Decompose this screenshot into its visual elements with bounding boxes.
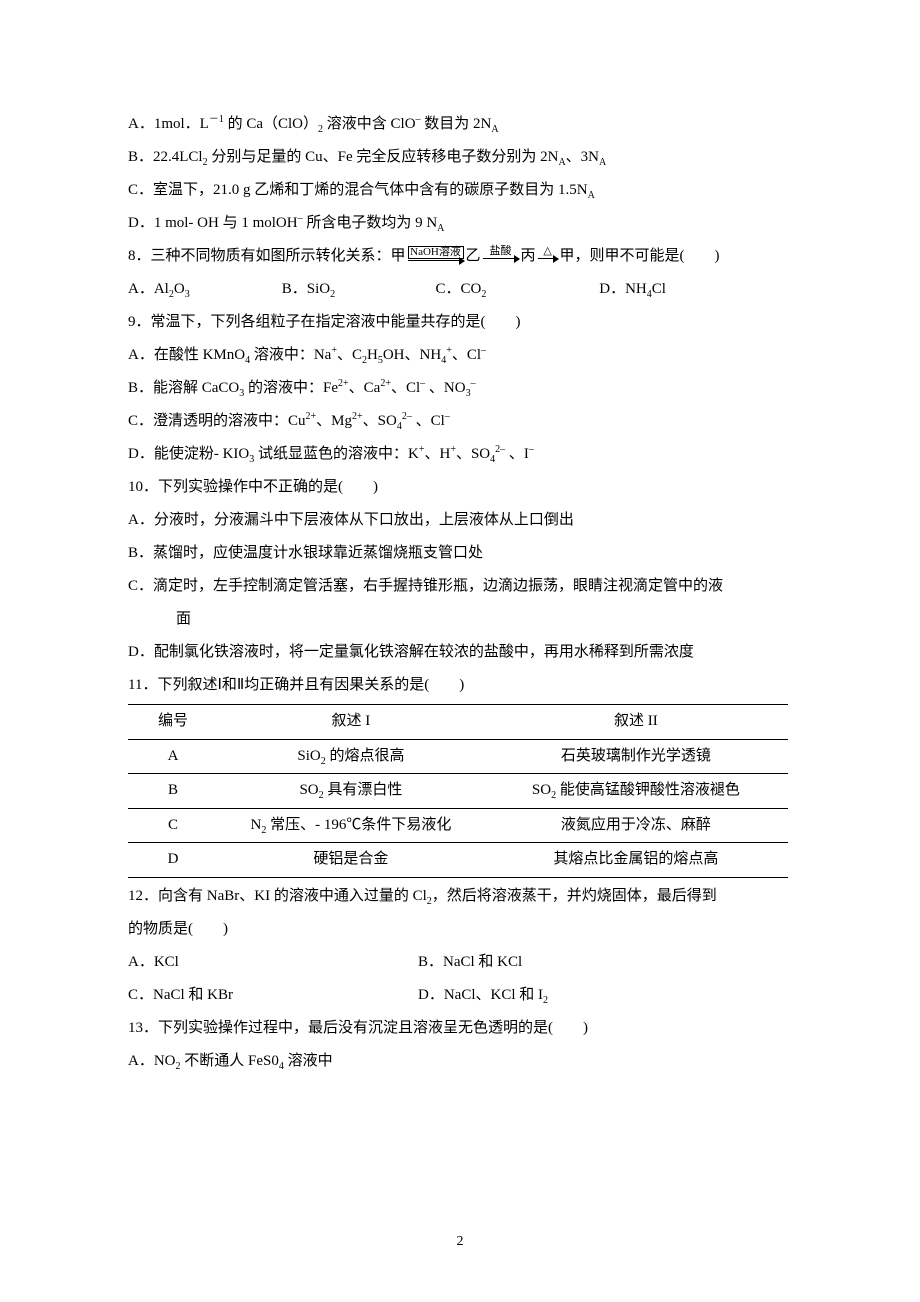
- table-row: A SiO2 的熔点很高 石英玻璃制作光学透镜: [128, 739, 788, 774]
- q13-option-a: A．NO2 不断通人 FeS04 溶液中: [128, 1045, 800, 1078]
- arrow-icon: 盐酸: [483, 246, 519, 268]
- arrow-icon: NaOH溶液: [408, 246, 464, 268]
- q12-stem-line2: 的物质是( ): [128, 913, 800, 946]
- q12-option-b: B．NaCl 和 KCl: [418, 946, 522, 979]
- q8-stem-pre: 8．三种不同物质有如图所示转化关系：甲: [128, 248, 406, 264]
- q8-option-a: A．Al2O3: [128, 273, 278, 306]
- cell: SO2 具有漂白性: [218, 774, 484, 809]
- table-row: B SO2 具有漂白性 SO2 能使高锰酸钾酸性溶液褪色: [128, 774, 788, 809]
- q8-options: A．Al2O3 B．SiO2 C．CO2 D．NH4Cl: [128, 273, 800, 306]
- q9-option-a: A．在酸性 KMnO4 溶液中：Na+、C2H5OH、NH4+、Cl–: [128, 339, 800, 372]
- q12-option-a: A．KCl: [128, 946, 418, 979]
- table-row: D 硬铝是合金 其熔点比金属铝的熔点高: [128, 843, 788, 878]
- q10-option-c-line2: 面: [128, 603, 800, 636]
- table-row: C N2 常压、‑ 196℃条件下易液化 液氮应用于冷冻、麻醉: [128, 808, 788, 843]
- q7-option-d: D．1 mol‑ OH 与 1 molOH– 所含电子数均为 9 NA: [128, 207, 800, 240]
- cell: 石英玻璃制作光学透镜: [484, 739, 788, 774]
- q8-option-b: B．SiO2: [282, 273, 432, 306]
- q12-option-d: D．NaCl、KCl 和 I2: [418, 979, 548, 1012]
- q10-option-a: A．分液时，分液漏斗中下层液体从下口放出，上层液体从上口倒出: [128, 504, 800, 537]
- q8-mid1: 乙: [466, 248, 481, 264]
- cell: A: [128, 739, 218, 774]
- q10-stem: 10．下列实验操作中不正确的是( ): [128, 471, 800, 504]
- q7-option-a: A．1mol．L－1 的 Ca（ClO）2 溶液中含 ClO– 数目为 2NA: [128, 108, 800, 141]
- q9-option-b: B．能溶解 CaCO3 的溶液中：Fe2+、Ca2+、Cl– 、NO3–: [128, 372, 800, 405]
- q10-option-b: B．蒸馏时，应使温度计水银球靠近蒸馏烧瓶支管口处: [128, 537, 800, 570]
- cell: D: [128, 843, 218, 878]
- q12-option-c: C．NaCl 和 KBr: [128, 979, 418, 1012]
- q10-option-d: D．配制氯化铁溶液时，将一定量氯化铁溶解在较浓的盐酸中，再用水稀释到所需浓度: [128, 636, 800, 669]
- q9-option-d: D．能使淀粉‑ KIO3 试纸显蓝色的溶液中：K+、H+、SO42– 、I–: [128, 438, 800, 471]
- q8-option-d: D．NH4Cl: [599, 273, 749, 306]
- cell: B: [128, 774, 218, 809]
- th-id: 编号: [128, 705, 218, 740]
- q11-stem: 11．下列叙述Ⅰ和Ⅱ均正确并且有因果关系的是( ): [128, 669, 800, 702]
- q8-option-c: C．CO2: [436, 273, 596, 306]
- q7-option-b: B．22.4LCl2 分别与足量的 Cu、Fe 完全反应转移电子数分别为 2NA…: [128, 141, 800, 174]
- q11-table: 编号 叙述 I 叙述 II A SiO2 的熔点很高 石英玻璃制作光学透镜 B …: [128, 704, 788, 878]
- q10-option-c-line1: C．滴定时，左手控制滴定管活塞，右手握持锥形瓶，边滴边振荡，眼睛注视滴定管中的液: [128, 570, 800, 603]
- q7-option-c: C．室温下，21.0 g 乙烯和丁烯的混合气体中含有的碳原子数目为 1.5NA: [128, 174, 800, 207]
- q9-stem: 9．常温下，下列各组粒子在指定溶液中能量共存的是( ): [128, 306, 800, 339]
- q8-stem-post: 甲，则甲不可能是( ): [560, 248, 720, 264]
- q9-option-c: C．澄清透明的溶液中：Cu2+、Mg2+、SO42– 、Cl–: [128, 405, 800, 438]
- cell: N2 常压、‑ 196℃条件下易液化: [218, 808, 484, 843]
- arrow-icon: △: [538, 246, 558, 268]
- cell: 液氮应用于冷冻、麻醉: [484, 808, 788, 843]
- cell: SO2 能使高锰酸钾酸性溶液褪色: [484, 774, 788, 809]
- cell: 其熔点比金属铝的熔点高: [484, 843, 788, 878]
- q13-stem: 13．下列实验操作过程中，最后没有沉淀且溶液呈无色透明的是( ): [128, 1012, 800, 1045]
- cell: C: [128, 808, 218, 843]
- th-stmt1: 叙述 I: [218, 705, 484, 740]
- q8-mid2: 丙: [521, 248, 536, 264]
- cell: 硬铝是合金: [218, 843, 484, 878]
- q12-options-row2: C．NaCl 和 KBr D．NaCl、KCl 和 I2: [128, 979, 800, 1012]
- q12-stem-line1: 12．向含有 NaBr、KI 的溶液中通入过量的 Cl2，然后将溶液蒸干，并灼烧…: [128, 880, 800, 913]
- cell: SiO2 的熔点很高: [218, 739, 484, 774]
- document-page: A．1mol．L－1 的 Ca（ClO）2 溶液中含 ClO– 数目为 2NA …: [0, 0, 920, 1302]
- table-header-row: 编号 叙述 I 叙述 II: [128, 705, 788, 740]
- q8-stem: 8．三种不同物质有如图所示转化关系：甲NaOH溶液乙盐酸丙△甲，则甲不可能是( …: [128, 240, 800, 273]
- q12-options-row1: A．KCl B．NaCl 和 KCl: [128, 946, 800, 979]
- page-number: 2: [0, 1227, 920, 1258]
- th-stmt2: 叙述 II: [484, 705, 788, 740]
